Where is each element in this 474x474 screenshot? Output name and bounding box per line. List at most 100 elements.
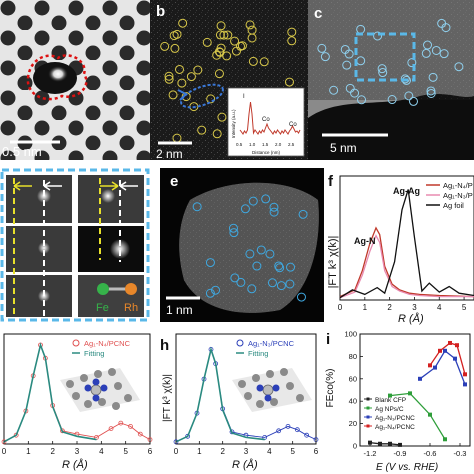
inset-tick: 2.5 — [288, 142, 295, 147]
tick-label: 1 — [363, 303, 368, 312]
atom-marker — [317, 43, 327, 53]
atom-marker — [342, 60, 352, 70]
data-point — [285, 423, 291, 429]
arrow-icon — [177, 89, 187, 101]
rh-atom-icon — [125, 283, 137, 295]
atom-marker — [320, 52, 330, 62]
series-line — [175, 346, 265, 443]
data-point — [448, 340, 452, 345]
atom-marker — [441, 23, 451, 33]
line-profile-inset: I Co Co 0.5 1.0 1.5 2.0 2.5 Distance (nm… — [227, 87, 305, 157]
tick-label: -0.9 — [394, 449, 407, 458]
panel-letter: c — [314, 5, 322, 22]
molecule-icon — [232, 368, 312, 412]
series-group — [173, 346, 319, 445]
tick-label: 0 — [338, 303, 343, 312]
element-label: Fe — [96, 302, 109, 314]
atom-marker — [408, 96, 418, 106]
inset-tick: 1.0 — [249, 142, 256, 147]
legend-label: Blank CFP — [375, 397, 406, 404]
atom-marker — [285, 279, 295, 289]
series-line — [389, 392, 446, 440]
atom-marker — [423, 40, 433, 50]
panel-letter: f — [328, 173, 334, 190]
atom-marker — [245, 20, 255, 30]
tick-label: 5 — [462, 303, 467, 312]
atom-marker — [172, 29, 182, 39]
tick-label: 80 — [349, 352, 357, 361]
atom-marker — [237, 41, 247, 51]
data-point — [438, 348, 442, 353]
atom-marker — [217, 112, 227, 122]
panel-g: 0 1 2 3 4 5 6 Ag₁-N₄/PCNC Fitting R (Å) — [1, 333, 153, 471]
data-point — [433, 365, 437, 370]
scale-label: 5 nm — [330, 141, 357, 155]
legend-label: Ag NPs/C — [375, 406, 404, 413]
atom-circles — [192, 194, 308, 302]
data-point — [463, 382, 467, 387]
tick-label: 1 — [26, 447, 31, 456]
legend: Ag₁-N₄/P Ag₁-N₃/P Ag foil — [426, 181, 473, 210]
atom-marker — [170, 43, 180, 53]
legend-label: Ag foil — [443, 201, 464, 210]
panel-i: i FEco(%) -1.2 -0.9 -0.6 -0.3 0 20 40 60 80 100 B… — [325, 330, 471, 473]
peak-label: Ag-N — [354, 236, 376, 246]
axis-ticks: -1.2 -0.9 -0.6 -0.3 0 20 40 60 80 100 — [344, 330, 466, 459]
data-point — [137, 431, 143, 437]
atom-marker — [426, 88, 436, 98]
legend-label: Ag₁-N₃/PCNC — [248, 339, 295, 348]
atom-marker — [298, 209, 308, 219]
plot-frame — [359, 333, 471, 447]
tick-label: 20 — [349, 419, 357, 428]
data-point — [408, 391, 412, 396]
element-legend: Fe Rh — [96, 283, 138, 314]
atom-marker — [387, 95, 397, 105]
y-axis-label: |FT k³ χ(k)| — [162, 374, 173, 422]
atom-marker — [454, 62, 464, 72]
atom-marker — [284, 77, 294, 87]
scale-label: 0.5 nm — [2, 144, 42, 159]
atom-marker — [274, 261, 284, 271]
data-point — [304, 432, 310, 438]
tile-grid — [6, 175, 144, 317]
data-point — [443, 348, 447, 353]
inset-xlabel: Distance (nm) — [252, 150, 281, 155]
legend: Ag₁-N₃/PCNC Fitting — [236, 339, 295, 358]
atom-marker — [206, 94, 216, 104]
plot-frame — [339, 175, 474, 301]
atom-marker — [245, 249, 255, 259]
atom-marker — [229, 228, 239, 238]
molecule-icon — [60, 368, 140, 412]
series-group — [339, 189, 474, 299]
atom-marker — [259, 57, 269, 67]
tick-label: 4 — [437, 303, 442, 312]
atom-marker — [265, 249, 275, 259]
atom-marker — [192, 202, 202, 212]
series-line — [3, 342, 97, 443]
atom-marker — [426, 86, 436, 96]
legend-label: Ag₁-N₃/P — [443, 191, 473, 200]
inset-tick: 2.0 — [275, 142, 282, 147]
panel-d: Fe Rh — [0, 168, 152, 322]
panel-letter: e — [170, 173, 178, 190]
atom-marker — [219, 30, 229, 40]
atom-marker — [267, 278, 277, 288]
series-line — [339, 226, 474, 298]
atom-marker — [428, 72, 438, 82]
atom-marker — [287, 36, 297, 46]
atom-marker — [236, 277, 246, 287]
data-point — [128, 423, 133, 429]
atom-marker — [230, 273, 240, 283]
atom-marker — [202, 37, 212, 47]
tick-label: 0 — [2, 447, 7, 456]
atom-marker — [228, 223, 238, 233]
series-line — [339, 189, 474, 299]
data-point — [428, 363, 432, 368]
single-atom-spot — [48, 66, 68, 82]
atom-marker — [256, 245, 266, 255]
highlight-outline — [26, 54, 88, 101]
atom-marker — [178, 18, 188, 28]
scale-label: 1 nm — [166, 303, 193, 317]
element-label: Rh — [124, 302, 138, 314]
